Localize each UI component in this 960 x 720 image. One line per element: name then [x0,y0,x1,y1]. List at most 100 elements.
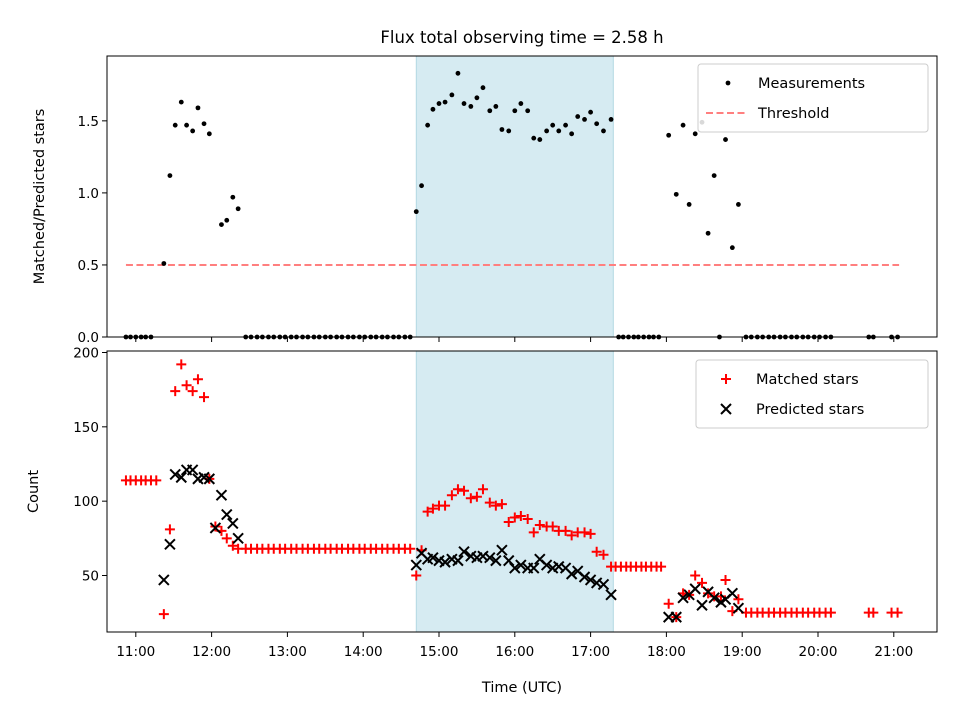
measurement-point [736,202,741,207]
matched-star-point [703,588,714,599]
matched-star-point [515,511,526,522]
x-tick-label: 12:00 [192,644,231,660]
x-tick-label: 17:00 [571,644,610,660]
matched-star-point [187,386,198,397]
predicted-star-point [670,611,682,623]
predicted-star-point [158,574,170,586]
observing-window-shade-top [415,55,614,338]
predicted-star-point [597,578,610,591]
measurement-point [506,128,512,134]
measurement-point [499,127,505,132]
predicted-star-point [458,546,470,558]
matched-star-point [534,519,545,530]
predicted-star-point [164,538,176,550]
predicted-star-point [540,559,553,571]
matched-star-point [868,607,879,618]
measurement-point [525,108,531,114]
predicted-star-point [186,464,199,476]
figure-title: Flux total observing time = 2.58 h [380,28,663,47]
legend-predicted-marker [720,403,732,415]
measurement-point [224,217,230,223]
legend-matched-marker [721,374,731,384]
matched-star-point [825,607,836,618]
measurement-point [569,131,575,137]
matched-star-point [199,392,210,403]
measurement-point [550,122,556,128]
matched-star-point [446,490,457,501]
legend-label: Measurements [758,76,865,92]
measurement-point [449,92,455,98]
x-tick-label: 16:00 [495,644,534,660]
predicted-star-point [175,471,187,484]
measurement-point [474,95,480,101]
y-tick-label: 0.0 [78,330,99,346]
predicted-star-point [496,544,508,556]
measurement-point [588,109,593,115]
matched-star-point [496,499,507,510]
predicted-star-point [452,554,464,567]
x-axis-label: Time (UTC) [481,680,562,696]
predicted-star-point [169,468,181,481]
predicted-star-point [515,559,527,571]
measurement-point [419,183,424,189]
measurement-point [442,99,448,105]
flux-y-axis-label: Matched/Predicted stars [32,109,48,285]
matched-star-points [120,359,903,623]
measurement-point [686,202,692,207]
measurement-point [219,222,224,228]
measurement-point [235,206,241,212]
measurement-point [729,245,735,251]
matched-star-point [452,484,463,495]
measurement-point [493,104,499,109]
measurement-point [723,137,728,142]
predicted-star-point [484,551,496,564]
count-x-ticks: 11:00 12:00 13:00 14:00 15:00 16:00 17:00 18:00… [116,632,913,660]
matched-star-point [490,500,501,511]
matched-star-point [422,506,433,517]
y-tick-label: 1.0 [78,186,99,202]
legend-label: Predicted stars [756,402,864,418]
measurement-point [711,173,717,179]
matched-star-point [176,359,187,370]
x-tick-label: 13:00 [268,644,307,660]
measurement-point [201,121,207,127]
matched-star-point [656,561,667,572]
measurement-point [673,191,679,197]
legend-measurement-marker [725,80,731,86]
measurement-point [480,85,486,91]
predicted-star-point [215,489,228,501]
matched-star-point [566,530,577,541]
measurement-point [608,117,614,122]
measurement-point [692,131,698,137]
matched-star-point [170,386,181,397]
y-tick-label: 50 [82,569,99,585]
matched-star-point [158,609,169,620]
predicted-star-point [232,532,244,545]
measurement-point [206,131,212,137]
x-tick-label: 18:00 [647,644,686,660]
measurement-point [680,122,686,128]
y-tick-label: 1.5 [78,114,99,130]
measurement-point [172,122,178,128]
predicted-star-point [732,602,745,614]
measurement-point [556,128,562,134]
measurement-point [436,101,442,106]
predicted-star-point [209,522,222,534]
matched-star-point [733,594,744,605]
x-tick-label: 14:00 [344,644,383,660]
matched-star-point [405,543,416,554]
matched-star-point [591,546,602,557]
matched-star-point [164,524,175,535]
matched-star-point [503,516,514,527]
measurement-point [666,132,672,138]
measurement-point [230,194,236,200]
count-y-ticks: 50 100 150 200 [73,345,107,585]
measurement-point [190,128,196,134]
matched-star-point [690,570,701,581]
predicted-star-point [708,592,720,604]
x-tick-label: 20:00 [799,644,838,660]
measurement-point [195,105,201,111]
y-tick-label: 200 [73,345,99,361]
y-tick-label: 100 [73,494,99,510]
matched-star-point [663,598,674,609]
